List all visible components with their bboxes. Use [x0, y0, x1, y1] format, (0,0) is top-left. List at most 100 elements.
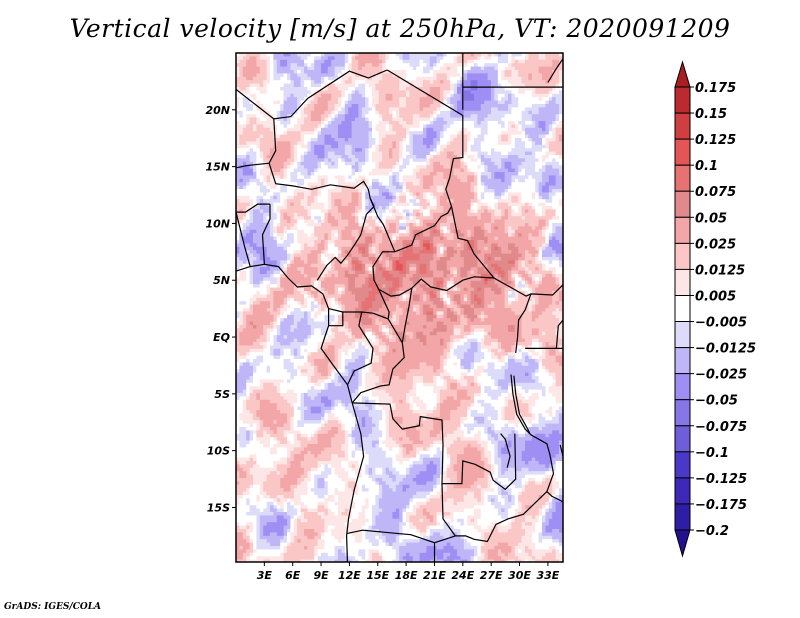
field-cell: [338, 134, 342, 139]
field-cell: [508, 110, 512, 115]
field-cell: [372, 66, 376, 71]
field-cell: [276, 185, 281, 190]
field-cell: [253, 114, 257, 118]
field-cell: [402, 124, 407, 129]
field-cell: [463, 90, 468, 95]
field-cell: [450, 87, 454, 91]
field-cell: [508, 158, 512, 163]
field-cell: [253, 131, 257, 135]
field-cell: [450, 117, 454, 122]
field-cell: [365, 127, 369, 132]
field-cell: [440, 121, 444, 125]
field-cell: [419, 121, 424, 125]
field-cell: [304, 172, 308, 176]
field-cell: [293, 59, 298, 64]
field-cell: [436, 178, 441, 183]
field-cell: [521, 110, 526, 115]
field-cell: [276, 66, 281, 71]
field-cell: [508, 100, 512, 105]
field-cell: [406, 53, 410, 57]
field-cell: [552, 175, 556, 180]
field-cell: [416, 124, 420, 129]
field-cell: [508, 178, 512, 183]
field-cell: [525, 189, 529, 193]
field-cell: [538, 155, 543, 159]
field-cell: [270, 76, 274, 81]
field-cell: [324, 117, 329, 122]
field-cell: [239, 223, 244, 227]
field-cell: [545, 195, 550, 200]
field-cell: [331, 141, 335, 146]
field-cell: [341, 90, 346, 95]
field-cell: [236, 172, 240, 176]
field-cell: [521, 192, 526, 197]
field-cell: [531, 100, 536, 105]
field-cell: [409, 192, 414, 197]
field-cell: [385, 73, 390, 78]
field-cell: [382, 178, 386, 183]
field-cell: [368, 121, 373, 125]
field-cell: [314, 53, 318, 57]
field-cell: [341, 165, 346, 169]
field-cell: [256, 100, 261, 105]
field-cell: [242, 59, 247, 64]
field-cell: [426, 56, 431, 61]
field-cell: [355, 206, 359, 210]
field-cell: [470, 63, 475, 67]
field-cell: [314, 219, 318, 224]
field-cell: [511, 127, 516, 132]
field-cell: [474, 100, 478, 105]
field-cell: [361, 199, 366, 203]
field-cell: [276, 195, 281, 200]
field-cell: [331, 134, 335, 139]
field-cell: [355, 114, 359, 118]
field-cell: [542, 144, 546, 149]
field-cell: [548, 97, 553, 101]
field-cell: [426, 53, 431, 57]
field-cell: [545, 209, 550, 214]
field-cell: [338, 76, 342, 81]
field-cell: [344, 56, 349, 61]
field-cell: [300, 53, 305, 57]
field-cell: [542, 110, 546, 115]
field-cell: [361, 127, 366, 132]
field-cell: [538, 124, 543, 129]
field-cell: [480, 185, 485, 190]
field-cell: [270, 66, 274, 71]
field-cell: [307, 87, 312, 91]
field-cell: [538, 56, 543, 61]
field-cell: [423, 219, 427, 224]
field-cell: [236, 73, 240, 78]
field-cell: [423, 100, 427, 105]
field-cell: [552, 148, 556, 152]
field-cell: [239, 212, 244, 217]
field-cell: [355, 178, 359, 183]
field-cell: [307, 226, 312, 231]
field-cell: [548, 168, 553, 173]
field-cell: [419, 56, 424, 61]
field-cell: [338, 158, 342, 163]
field-cell: [552, 172, 556, 176]
field-cell: [508, 161, 512, 166]
field-cell: [290, 107, 295, 112]
field-cell: [412, 56, 417, 61]
field-cell: [314, 212, 318, 217]
field-cell: [348, 199, 352, 203]
field-cell: [361, 104, 366, 108]
field-cell: [344, 76, 349, 81]
field-cell: [242, 155, 247, 159]
field-cell: [378, 104, 383, 108]
field-cell: [314, 110, 318, 115]
field-cell: [344, 189, 349, 193]
field-cell: [344, 178, 349, 183]
field-cell: [280, 87, 284, 91]
field-cell: [423, 209, 427, 214]
field-cell: [423, 59, 427, 64]
field-cell: [423, 138, 427, 142]
field-cell: [525, 138, 529, 142]
field-cell: [406, 165, 410, 169]
field-cell: [297, 100, 301, 105]
field-cell: [263, 97, 267, 101]
field-cell: [355, 192, 359, 197]
field-cell: [334, 114, 339, 118]
